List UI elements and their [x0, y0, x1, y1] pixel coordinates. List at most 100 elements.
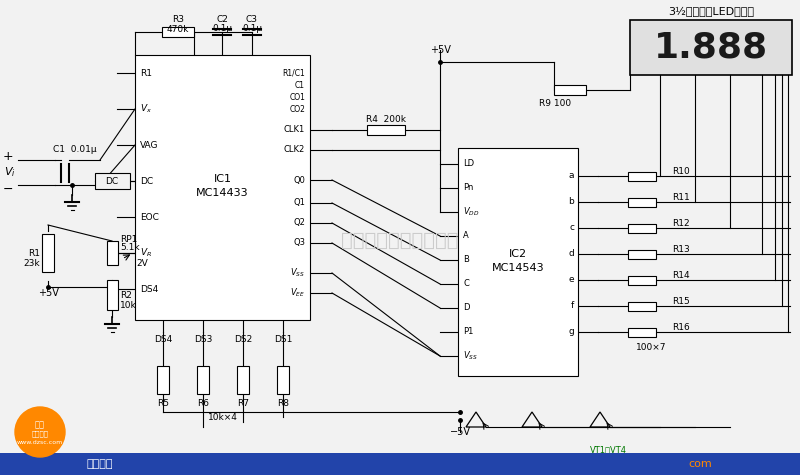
Bar [106, 241, 118, 265]
Bar [630, 20, 792, 75]
Text: Q3: Q3 [293, 238, 305, 247]
Bar [628, 198, 656, 207]
Text: −5V: −5V [450, 427, 470, 437]
Text: e: e [568, 276, 574, 285]
Text: R15: R15 [672, 296, 690, 305]
Text: jiex1815×4: jiex1815×4 [590, 456, 638, 465]
Text: $V_{SS}$: $V_{SS}$ [290, 267, 305, 279]
Text: 维库一下: 维库一下 [86, 459, 114, 469]
Text: www.dzsc.com: www.dzsc.com [17, 440, 63, 446]
Text: Pn: Pn [463, 183, 474, 192]
Bar [162, 27, 194, 37]
Text: R9 100: R9 100 [539, 99, 571, 108]
Text: 1.888: 1.888 [654, 30, 768, 65]
Text: 维库一下: 维库一下 [31, 431, 49, 437]
Text: R7: R7 [237, 399, 249, 408]
Text: g: g [568, 327, 574, 336]
Text: 10k×4: 10k×4 [208, 414, 238, 422]
Bar [458, 148, 578, 376]
Text: DS4: DS4 [154, 335, 172, 344]
Text: Q2: Q2 [293, 218, 305, 228]
Bar [628, 302, 656, 311]
Text: 杭州海睿科技有限公司: 杭州海睿科技有限公司 [342, 230, 458, 249]
Text: VT1～VT4: VT1～VT4 [590, 446, 627, 455]
Text: C1  0.01μ: C1 0.01μ [53, 145, 97, 154]
Bar [367, 125, 405, 135]
Text: $V_{EE}$: $V_{EE}$ [290, 287, 305, 299]
Text: R13: R13 [672, 245, 690, 254]
Text: R2: R2 [120, 291, 132, 300]
Text: $V_x$: $V_x$ [140, 103, 152, 115]
Text: MC14433: MC14433 [196, 189, 249, 199]
Text: Q0: Q0 [293, 175, 305, 184]
Text: A: A [463, 231, 469, 240]
Text: b: b [568, 198, 574, 207]
Bar [628, 171, 656, 180]
Text: MC14543: MC14543 [492, 263, 544, 273]
Text: DS3: DS3 [194, 335, 212, 344]
Text: 10k: 10k [120, 301, 137, 310]
Text: $V_R$: $V_R$ [140, 247, 152, 259]
Bar [628, 224, 656, 232]
Bar [42, 234, 54, 272]
Bar [135, 55, 310, 320]
Bar [0, 453, 800, 475]
Text: DC: DC [106, 177, 118, 186]
Text: R6: R6 [197, 399, 209, 408]
Bar [628, 327, 656, 336]
Text: $V_{DD}$: $V_{DD}$ [463, 206, 479, 218]
Text: D: D [463, 304, 470, 313]
Text: +5V: +5V [430, 45, 450, 55]
Text: C3: C3 [246, 16, 258, 25]
Text: R1: R1 [140, 68, 152, 77]
Text: RP1: RP1 [120, 235, 138, 244]
Text: CLK1: CLK1 [284, 125, 305, 134]
Text: $V_i$: $V_i$ [4, 166, 16, 180]
Bar [106, 280, 118, 310]
Circle shape [15, 407, 65, 457]
Text: R4  200k: R4 200k [366, 115, 406, 124]
Text: c: c [569, 224, 574, 232]
Text: −: − [2, 182, 14, 196]
Text: 23k: 23k [23, 258, 40, 267]
Text: 5.1k: 5.1k [120, 244, 140, 253]
Text: C2: C2 [216, 16, 228, 25]
Bar [628, 276, 656, 285]
Bar [237, 366, 249, 394]
Text: 0.1μ: 0.1μ [212, 24, 232, 33]
Text: f: f [570, 302, 574, 311]
Text: 2V: 2V [136, 258, 148, 267]
Text: VAG: VAG [140, 141, 158, 150]
Text: 3½位共阴极LED显示屏: 3½位共阴极LED显示屏 [668, 7, 754, 17]
Text: P1: P1 [463, 327, 474, 336]
Text: Q1: Q1 [293, 199, 305, 208]
Text: R14: R14 [672, 270, 690, 279]
Text: 0.1μ: 0.1μ [242, 24, 262, 33]
Text: R10: R10 [672, 167, 690, 175]
Text: 100×7: 100×7 [636, 343, 666, 352]
Text: R1/C1: R1/C1 [282, 68, 305, 77]
Text: a: a [569, 171, 574, 180]
Bar [554, 85, 586, 95]
Text: LD: LD [463, 160, 474, 169]
Text: DC: DC [140, 177, 153, 186]
Text: B: B [463, 256, 469, 265]
Bar [157, 366, 169, 394]
Text: CO1: CO1 [289, 93, 305, 102]
Bar [277, 366, 289, 394]
Text: DS4: DS4 [140, 285, 158, 294]
Text: R5: R5 [157, 399, 169, 408]
Text: C: C [463, 279, 469, 288]
Text: R12: R12 [672, 218, 690, 228]
Bar [628, 249, 656, 258]
Text: DS1: DS1 [274, 335, 292, 344]
Text: DS2: DS2 [234, 335, 252, 344]
Text: EOC: EOC [140, 212, 159, 221]
Text: 470k: 470k [167, 25, 189, 34]
Text: R3: R3 [172, 16, 184, 25]
Text: d: d [568, 249, 574, 258]
Text: IC2: IC2 [509, 249, 527, 259]
Text: CO2: CO2 [289, 104, 305, 114]
Text: 救片: 救片 [35, 420, 45, 429]
Text: +: + [2, 150, 14, 162]
